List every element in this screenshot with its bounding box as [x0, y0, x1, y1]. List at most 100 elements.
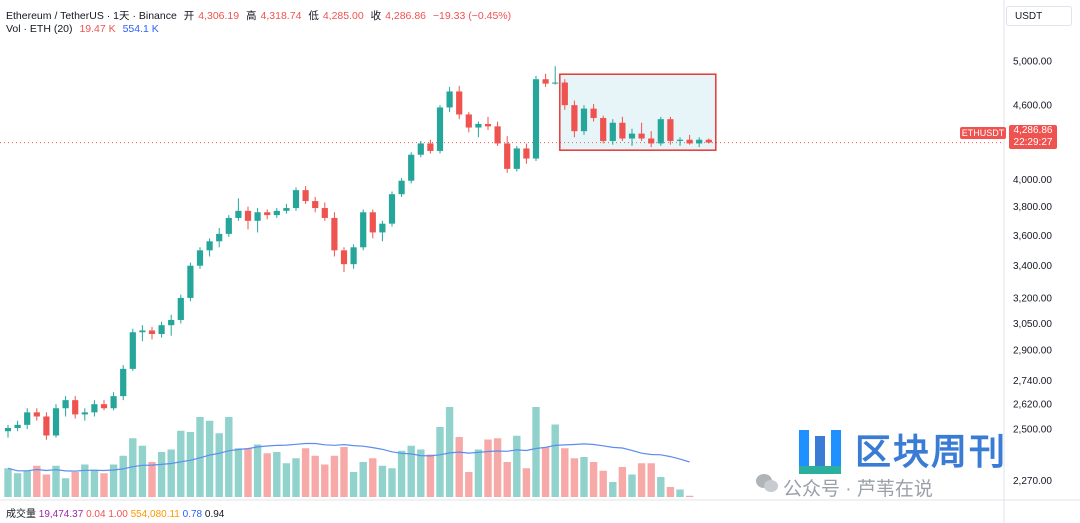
- watermark-title: 区块周刊: [855, 431, 1008, 472]
- candle-body: [120, 368, 127, 397]
- volume-bar: [330, 455, 339, 497]
- high-value: 4,318.74: [260, 10, 302, 22]
- bottom-volume-legend: 成交量 19,474.37 0.04 1.00 554,080.11 0.78 …: [6, 505, 224, 520]
- volume-bar: [417, 449, 425, 497]
- volume-bar: [148, 462, 156, 497]
- volume-bar: [90, 469, 99, 497]
- candle-body: [187, 265, 194, 298]
- volume-label[interactable]: Vol · ETH (20): [6, 23, 73, 35]
- volume-bar: [177, 430, 185, 497]
- candle-body: [81, 412, 88, 415]
- volume-bar: [407, 445, 415, 497]
- candle-body: [340, 250, 348, 265]
- candle-body: [216, 233, 223, 242]
- high-label: 高: [246, 10, 257, 22]
- volume-bar: [157, 452, 166, 497]
- volume-bar: [628, 474, 636, 497]
- candle-body: [302, 190, 309, 202]
- candle-body: [475, 123, 482, 128]
- volume-bar: [637, 463, 646, 497]
- candle-body: [532, 79, 540, 159]
- candle-body: [580, 108, 588, 132]
- candle-body: [110, 396, 117, 409]
- volume-bar: [580, 457, 588, 497]
- candle-body: [484, 123, 492, 127]
- candle-body: [360, 212, 367, 248]
- y-tick-label: 2,270.00: [1013, 476, 1052, 487]
- volume-bar: [273, 452, 281, 497]
- volume-bar: [253, 444, 262, 497]
- candle-body: [628, 133, 636, 139]
- candle-body: [148, 330, 156, 334]
- bottom-legend-v6: 0.94: [204, 509, 225, 520]
- volume-bar: [397, 450, 406, 497]
- candle-body: [196, 250, 204, 266]
- y-tick-label: 3,050.00: [1013, 319, 1052, 330]
- volume-bar: [599, 470, 607, 497]
- candle-body: [62, 400, 69, 409]
- candle-body: [235, 210, 242, 218]
- candle-body: [667, 119, 674, 141]
- last-price: 4,286.86: [1013, 125, 1053, 136]
- y-tick-label: 3,200.00: [1013, 293, 1052, 304]
- volume-bar: [378, 465, 387, 497]
- candle-body: [619, 122, 626, 139]
- symbol-line[interactable]: Ethereum / TetherUS · 1天 · Binance: [6, 10, 177, 22]
- volume-bar: [561, 448, 569, 497]
- volume-bar: [263, 453, 271, 497]
- volume-bar: [81, 464, 89, 497]
- volume-bar: [589, 462, 598, 497]
- watermark: 区块周刊 公众号 · 芦苇在说: [755, 428, 1060, 500]
- candle-body: [456, 91, 463, 115]
- volume-bar: [609, 482, 617, 497]
- volume-bar: [503, 462, 511, 497]
- candle-body: [312, 201, 319, 209]
- candle-body: [657, 119, 664, 144]
- y-tick-label: 3,400.00: [1013, 261, 1052, 272]
- candle-body: [72, 400, 79, 415]
- candle-body: [676, 139, 684, 141]
- candle-body: [129, 332, 136, 369]
- volume-bar: [119, 455, 127, 497]
- volume-bar: [349, 472, 358, 497]
- volume-bar: [321, 464, 329, 497]
- candle-body: [590, 108, 597, 118]
- candle-body: [43, 416, 50, 436]
- volume-bar: [196, 417, 204, 497]
- volume-bar: [33, 465, 41, 497]
- volume-bar: [369, 458, 377, 497]
- volume-bar: [23, 470, 31, 497]
- volume-bar: [685, 495, 694, 497]
- candle-body: [350, 247, 357, 265]
- volume-bar: [647, 463, 655, 497]
- candle-body: [648, 138, 655, 144]
- close-value: 4,286.86: [385, 10, 426, 22]
- candle-body: [52, 408, 60, 436]
- volume-bar: [570, 458, 579, 497]
- candle-body: [4, 428, 12, 432]
- volume-bar: [167, 449, 175, 497]
- volume-bar: [436, 427, 444, 497]
- volume-bar: [465, 472, 473, 497]
- volume-bar: [282, 463, 291, 497]
- volume-bar: [100, 473, 108, 497]
- currency-button[interactable]: USDT: [1006, 6, 1072, 26]
- candle-body: [331, 217, 338, 251]
- y-tick-label: 2,900.00: [1013, 346, 1052, 357]
- volume-bar: [513, 435, 521, 497]
- change-value: −19.33 (−0.45%): [432, 10, 512, 22]
- volume-legend: Vol · ETH (20) 19.47 K 554.1 K: [6, 23, 163, 35]
- candle-body: [264, 212, 271, 216]
- candle-body: [388, 194, 396, 224]
- volume-bar: [551, 424, 559, 497]
- volume-bar: [234, 448, 243, 497]
- volume-bar: [522, 468, 531, 497]
- candle-body: [638, 133, 645, 139]
- volume-bar: [71, 472, 79, 497]
- volume-bar: [13, 473, 22, 497]
- watermark-subtitle: 公众号 · 芦苇在说: [783, 479, 933, 500]
- candle-body: [552, 82, 559, 84]
- candle-body: [273, 210, 280, 216]
- candle-body: [14, 424, 21, 429]
